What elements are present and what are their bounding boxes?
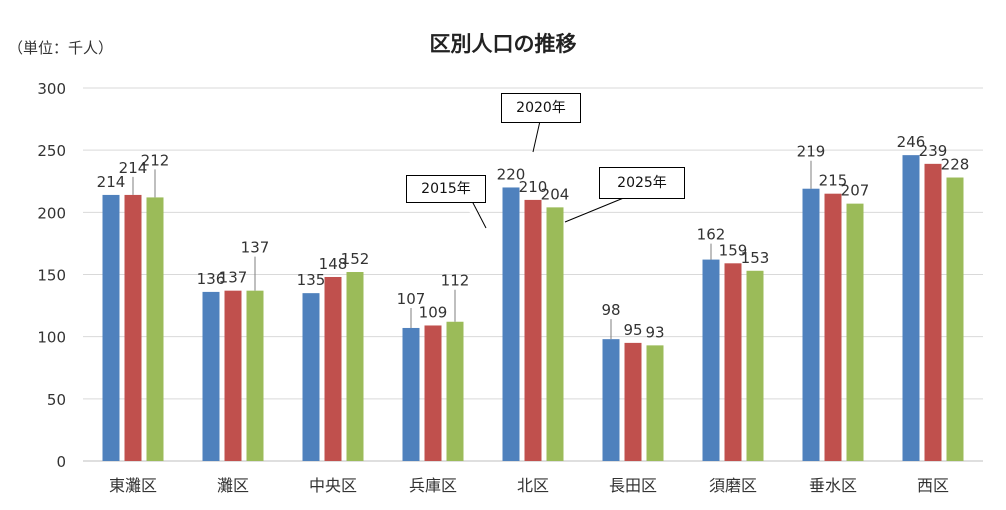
callout-pointer (564, 196, 627, 223)
data-label: 204 (541, 185, 570, 203)
bar (746, 270, 764, 461)
legend-callout-2025: 2025年 (599, 167, 685, 199)
bar (802, 188, 820, 461)
data-label: 136 (197, 270, 226, 288)
unit-label: （単位：千人） (8, 39, 114, 57)
x-tick-label: 灘区 (217, 476, 249, 495)
data-label: 93 (645, 323, 664, 341)
data-label: 214 (97, 173, 126, 191)
data-label: 112 (441, 272, 470, 290)
bar (502, 187, 520, 461)
data-label: 153 (741, 249, 770, 267)
data-label: 135 (297, 271, 326, 289)
x-tick-label: 西区 (917, 476, 949, 495)
x-tick-label: 兵庫区 (409, 476, 457, 495)
y-tick-label: 250 (37, 142, 66, 160)
y-tick-label: 300 (37, 80, 66, 98)
x-tick-label: 長田区 (609, 476, 657, 495)
bar (346, 272, 364, 461)
bar (846, 203, 864, 461)
data-label: 219 (797, 143, 826, 161)
x-tick-label: 須磨区 (709, 476, 757, 495)
y-tick-label: 100 (37, 329, 66, 347)
bar (124, 194, 142, 461)
bars (102, 155, 964, 462)
y-tick-label: 0 (56, 453, 66, 471)
data-label: 137 (219, 269, 248, 287)
y-tick-label: 50 (47, 391, 66, 409)
bar (646, 345, 664, 461)
bar (302, 293, 320, 461)
data-label: 210 (519, 178, 548, 196)
data-label: 98 (601, 301, 620, 319)
bar (146, 197, 164, 461)
data-label: 148 (319, 255, 348, 273)
bar (524, 199, 542, 461)
bar (902, 155, 920, 461)
bar (402, 327, 420, 461)
data-label: 228 (941, 156, 970, 174)
bar (102, 194, 120, 461)
bar (324, 276, 342, 461)
bar (224, 290, 242, 461)
data-label: 159 (719, 241, 748, 259)
callout-pointer (458, 200, 487, 229)
data-label: 95 (623, 321, 642, 339)
x-tick-label: 垂水区 (809, 476, 857, 495)
data-label: 162 (697, 226, 726, 244)
data-labels: 2142142121361371371351481521071091122202… (97, 133, 970, 341)
bar (624, 342, 642, 461)
data-label: 220 (497, 165, 526, 183)
legend-callout-2015: 2015年 (406, 175, 486, 203)
data-label: 137 (241, 239, 270, 257)
data-label: 107 (397, 290, 426, 308)
y-tick-label: 150 (37, 267, 66, 285)
x-tick-label: 東灘区 (109, 476, 157, 495)
bar (724, 263, 742, 461)
bar (824, 193, 842, 461)
bar (546, 207, 564, 461)
y-axis: 0 50 100 150 200 250 300 (37, 80, 66, 471)
data-label: 212 (141, 151, 170, 169)
bar (202, 291, 220, 461)
data-label: 207 (841, 182, 870, 200)
data-label: 246 (897, 133, 926, 151)
callout-pointer (528, 120, 541, 153)
bar (246, 290, 264, 461)
data-label: 109 (419, 303, 448, 321)
x-tick-label: 北区 (517, 476, 549, 495)
data-label: 214 (119, 159, 148, 177)
x-axis: 東灘区 灘区 中央区 兵庫区 北区 長田区 須磨区 垂水区 西区 (109, 476, 949, 495)
chart-title: 区別人口の推移 (429, 32, 577, 56)
bar (446, 321, 464, 461)
data-label: 152 (341, 250, 370, 268)
bar (924, 163, 942, 462)
bar (946, 177, 964, 461)
bar (602, 339, 620, 461)
y-tick-label: 200 (37, 204, 66, 222)
data-label: 215 (819, 172, 848, 190)
x-tick-label: 中央区 (309, 476, 357, 495)
label-leaders (132, 160, 812, 340)
data-label: 239 (919, 142, 948, 160)
bar (424, 325, 442, 461)
bar (702, 259, 720, 461)
legend-callout-2020: 2020年 (501, 93, 581, 123)
